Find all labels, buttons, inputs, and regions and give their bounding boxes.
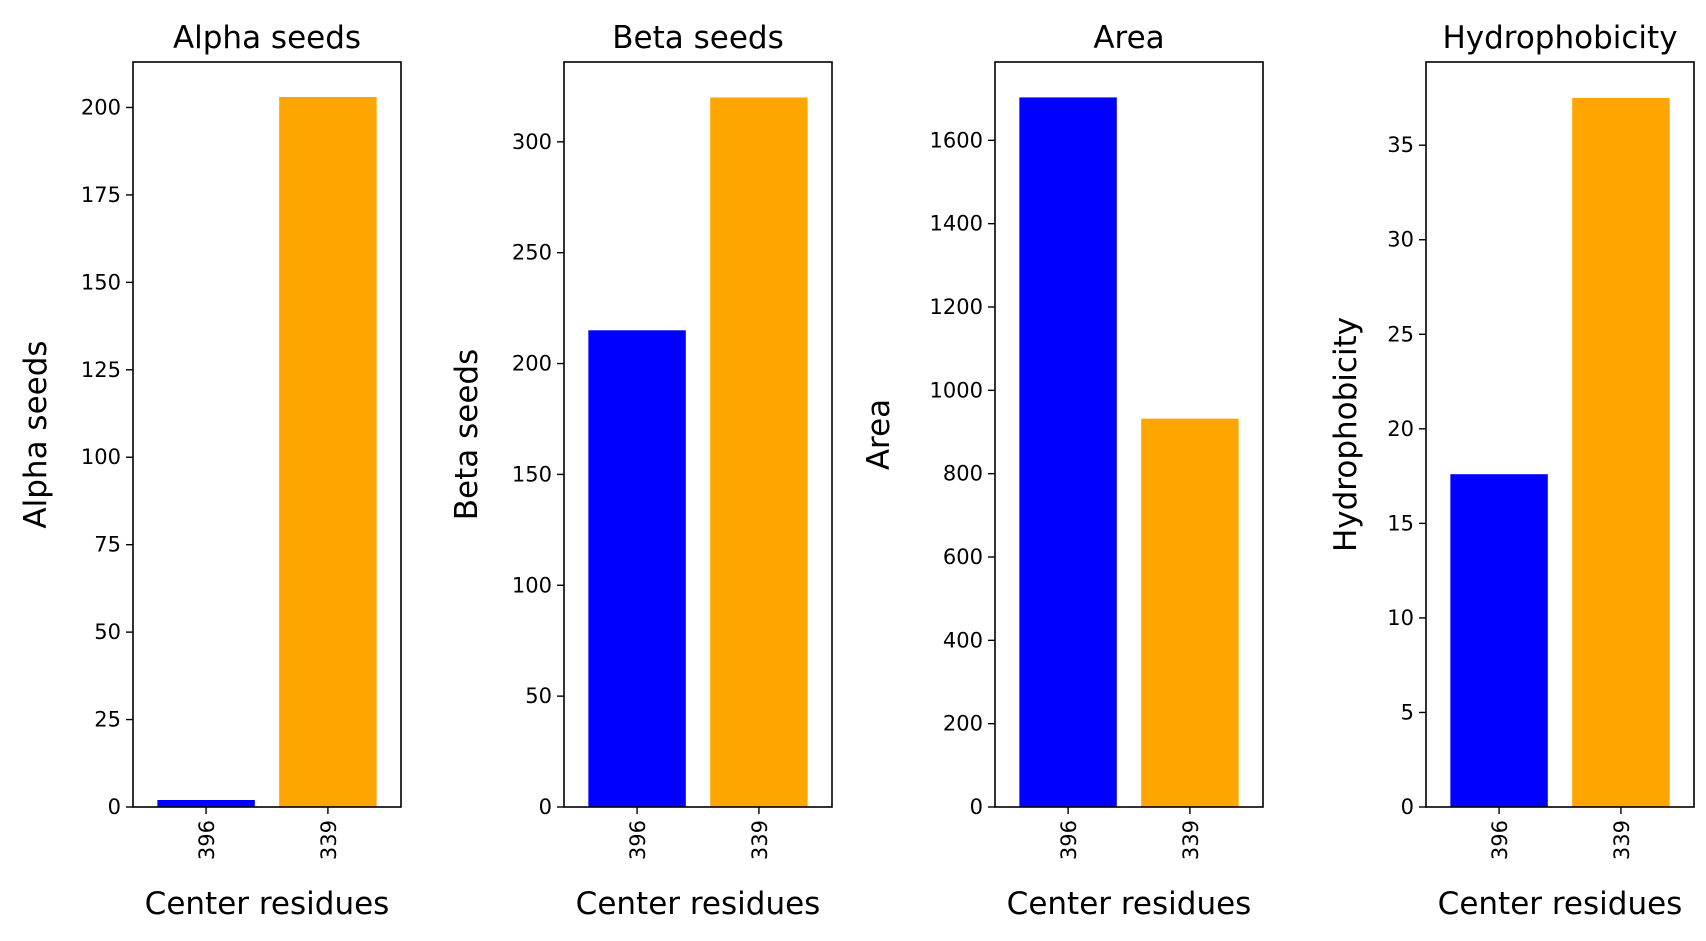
y-axis-label: Beta seeds xyxy=(449,349,485,520)
x-tick-label: 396 xyxy=(626,820,650,860)
chart-title: Alpha seeds xyxy=(173,20,361,56)
chart-panel: 0 200 400 600 800 1000 1200 1400 1600 396 339 Area C… xyxy=(861,20,1264,922)
y-tick-label: 75 xyxy=(94,533,121,557)
x-tick-label: 396 xyxy=(195,820,219,860)
bar xyxy=(710,97,808,808)
y-tick-label: 0 xyxy=(108,795,121,819)
chart-title: Area xyxy=(1093,20,1164,56)
y-tick-label: 1200 xyxy=(930,295,983,319)
bar xyxy=(279,96,377,808)
y-tick-label: 1400 xyxy=(930,212,983,236)
y-tick-label: 250 xyxy=(512,241,552,265)
bar xyxy=(1141,418,1239,807)
y-tick-label: 10 xyxy=(1387,606,1414,630)
y-tick-label: 200 xyxy=(943,712,983,736)
x-tick-label: 396 xyxy=(1488,820,1512,860)
y-tick-label: 0 xyxy=(1401,795,1414,819)
bar xyxy=(1450,474,1548,807)
y-tick-label: 100 xyxy=(81,445,121,469)
y-tick-label: 20 xyxy=(1387,417,1414,441)
y-tick-label: 25 xyxy=(94,708,121,732)
y-tick-label: 0 xyxy=(539,795,552,819)
y-tick-label: 15 xyxy=(1387,511,1414,535)
y-tick-label: 50 xyxy=(94,620,121,644)
y-tick-label: 200 xyxy=(81,95,121,119)
y-tick-label: 300 xyxy=(512,130,552,154)
chart-panel: 0 5 10 15 20 25 30 35 396 339 Hydrophobicity Center… xyxy=(1328,20,1695,922)
y-tick-label: 150 xyxy=(512,462,552,486)
x-axis-label: Center residues xyxy=(576,886,821,922)
y-tick-label: 30 xyxy=(1387,228,1414,252)
y-tick-label: 25 xyxy=(1387,322,1414,346)
y-tick-label: 50 xyxy=(525,684,552,708)
axes-frame xyxy=(563,61,833,808)
y-tick-label: 1600 xyxy=(930,128,983,152)
bar xyxy=(157,800,255,807)
y-tick-label: 5 xyxy=(1401,700,1414,724)
bar xyxy=(1019,97,1117,808)
x-tick-label: 396 xyxy=(1057,820,1081,860)
y-tick-label: 150 xyxy=(81,270,121,294)
axes-frame xyxy=(994,61,1264,808)
x-axis-label: Center residues xyxy=(1007,886,1252,922)
x-axis-label: Center residues xyxy=(1438,886,1683,922)
y-tick-label: 400 xyxy=(943,628,983,652)
x-tick-label: 339 xyxy=(1610,820,1634,860)
y-tick-label: 1000 xyxy=(930,378,983,402)
x-tick-label: 339 xyxy=(1179,820,1203,860)
y-tick-label: 800 xyxy=(943,462,983,486)
y-axis-label: Hydrophobicity xyxy=(1328,317,1364,552)
y-tick-label: 175 xyxy=(81,183,121,207)
chart-panel: 0 25 50 75 100 125 150 175 200 396 339 Alpha seeds C… xyxy=(18,20,402,922)
chart-title: Hydrophobicity xyxy=(1442,20,1677,56)
y-tick-label: 125 xyxy=(81,358,121,382)
bar xyxy=(588,330,686,807)
x-tick-label: 339 xyxy=(748,820,772,860)
chart-panel: 0 50 100 150 200 250 300 396 339 Beta seeds Center… xyxy=(449,20,833,922)
y-tick-label: 0 xyxy=(970,795,983,819)
chart-title: Beta seeds xyxy=(612,20,783,56)
bar xyxy=(1572,97,1670,808)
y-axis-label: Alpha seeds xyxy=(18,340,54,528)
x-tick-label: 339 xyxy=(317,820,341,860)
y-tick-label: 600 xyxy=(943,545,983,569)
x-axis-label: Center residues xyxy=(145,886,390,922)
y-tick-label: 100 xyxy=(512,573,552,597)
y-axis-label: Area xyxy=(861,399,897,470)
y-tick-label: 35 xyxy=(1387,133,1414,157)
axes-frame xyxy=(132,61,402,808)
y-tick-label: 200 xyxy=(512,352,552,376)
axes-frame xyxy=(1425,61,1695,808)
